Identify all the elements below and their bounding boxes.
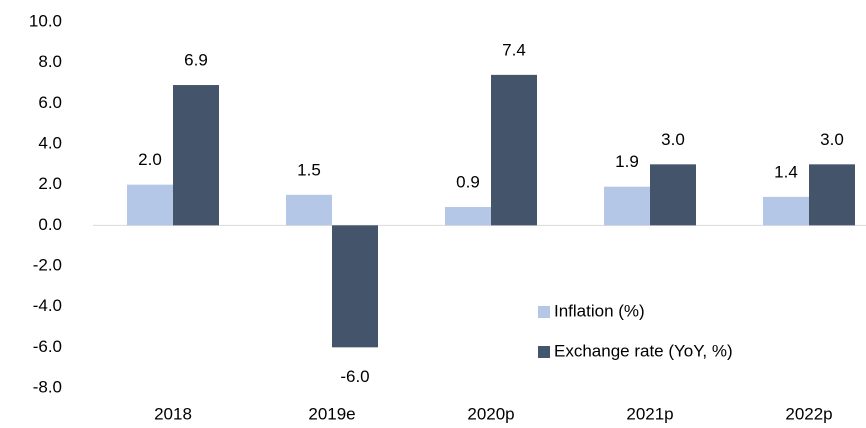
y-tick-label: -2.0 bbox=[33, 255, 62, 274]
bar bbox=[763, 196, 809, 226]
value-label: 1.4 bbox=[774, 162, 798, 181]
legend-swatch bbox=[538, 306, 550, 318]
bar bbox=[127, 184, 173, 226]
bar bbox=[650, 164, 696, 226]
x-tick-label: 2022p bbox=[785, 404, 832, 423]
legend-swatch bbox=[538, 346, 550, 358]
legend-label: Inflation (%) bbox=[554, 301, 645, 320]
y-tick-label: 0.0 bbox=[38, 215, 62, 234]
bar bbox=[445, 207, 491, 226]
x-tick-label: 2020p bbox=[467, 404, 514, 423]
bar bbox=[491, 74, 537, 226]
value-label: 2.0 bbox=[138, 150, 162, 169]
bar bbox=[173, 85, 219, 226]
value-label: 3.0 bbox=[661, 130, 685, 149]
y-tick-label: 8.0 bbox=[38, 52, 62, 71]
value-label: 3.0 bbox=[820, 130, 844, 149]
y-tick-label: 4.0 bbox=[38, 133, 62, 152]
bar bbox=[286, 194, 332, 226]
legend-label: Exchange rate (YoY, %) bbox=[554, 341, 733, 360]
y-tick-label: -8.0 bbox=[33, 377, 62, 396]
x-tick-label: 2019e bbox=[308, 404, 355, 423]
y-tick-label: -4.0 bbox=[33, 296, 62, 315]
value-label: 6.9 bbox=[184, 51, 208, 70]
y-tick-label: 6.0 bbox=[38, 93, 62, 112]
y-tick-label: 2.0 bbox=[38, 174, 62, 193]
x-tick-label: 2018 bbox=[154, 404, 192, 423]
bar bbox=[604, 186, 650, 226]
bar bbox=[809, 164, 855, 226]
value-label: 0.9 bbox=[456, 173, 480, 192]
value-label: -6.0 bbox=[340, 367, 369, 386]
value-label: 1.9 bbox=[615, 152, 639, 171]
bar bbox=[332, 225, 378, 348]
x-tick-label: 2021p bbox=[626, 404, 673, 423]
value-label: 7.4 bbox=[502, 40, 526, 59]
y-tick-label: -6.0 bbox=[33, 337, 62, 356]
value-label: 1.5 bbox=[297, 160, 321, 179]
y-tick-label: 10.0 bbox=[29, 11, 62, 30]
